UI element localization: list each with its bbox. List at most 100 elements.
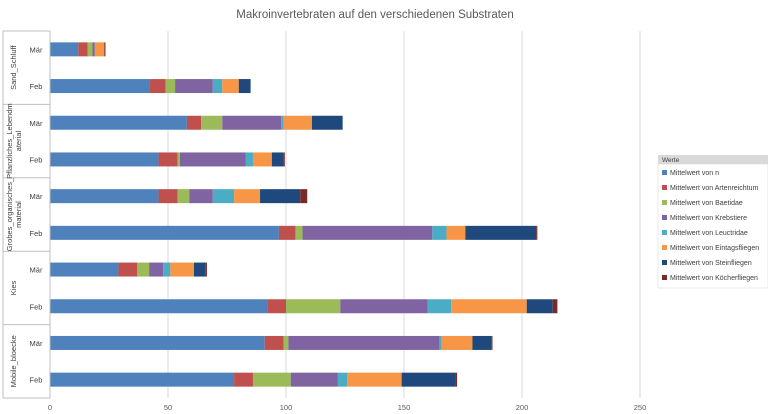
category-label: Feb — [30, 302, 43, 311]
bars — [50, 42, 558, 387]
bar-segment — [78, 42, 88, 57]
x-axis: 0 50 100 150 200 250 — [48, 403, 646, 412]
bar-segment — [94, 42, 105, 57]
bar-segment — [340, 299, 428, 314]
category-label: Mär — [30, 192, 43, 201]
legend-swatch — [662, 170, 667, 175]
bar-segment — [193, 262, 206, 277]
bar-segment — [222, 79, 239, 94]
bar-segment — [245, 152, 253, 167]
bar-segment — [189, 189, 213, 204]
legend-entry: Mittelwert von Eintagsfliegen — [670, 245, 759, 252]
bar-segment — [50, 299, 268, 314]
bar-segment — [175, 79, 213, 94]
bar-segment — [491, 335, 493, 350]
bar-segment — [439, 335, 442, 350]
bar-segment — [177, 152, 180, 167]
category-label: Feb — [30, 229, 43, 238]
legend-swatch — [662, 275, 667, 280]
bar-segment — [283, 335, 289, 350]
bar-segment — [446, 225, 466, 240]
bar-segment — [212, 79, 223, 94]
bar-segment — [234, 189, 261, 204]
bar-segment — [50, 225, 279, 240]
legend-entry: Mittelwert von Krebstiere — [670, 215, 747, 222]
bar-segment — [50, 335, 265, 350]
legend-entry: Mittelwert von Köcherfliegen — [670, 275, 758, 282]
bar-segment — [50, 152, 159, 167]
bar-segment — [288, 335, 440, 350]
category-label: Mär — [30, 119, 43, 128]
legend-entry: Mittelwert von n — [670, 170, 719, 177]
bar-segment — [222, 115, 282, 130]
legend-swatch — [662, 260, 667, 265]
bar-segment — [158, 189, 178, 204]
x-tick-label: 250 — [634, 403, 647, 412]
legend-swatch — [662, 245, 667, 250]
group-label: Mobile_bloecke — [9, 335, 18, 387]
bar-segment — [92, 42, 95, 57]
bar-segment — [552, 299, 558, 314]
bar-segment — [278, 225, 296, 240]
bar-segment — [50, 42, 79, 57]
bar-segment — [238, 79, 251, 94]
bar-segment — [472, 335, 492, 350]
bar-segment — [50, 372, 235, 387]
bar-segment — [158, 152, 178, 167]
x-tick-label: 200 — [516, 403, 529, 412]
category-label: Feb — [30, 376, 43, 385]
x-tick-label: 0 — [48, 403, 52, 412]
y-axis: Mär Feb Mär Feb Mär Feb Mär Feb Mär Feb Sand_Schlu… — [2, 30, 51, 399]
legend-swatch — [662, 215, 667, 220]
chart-title: Makroinvertebraten auf den verschiedenen… — [236, 9, 513, 21]
bar-segment — [87, 42, 93, 57]
bar-segment — [295, 225, 303, 240]
bar-segment — [149, 79, 166, 94]
bar-segment — [177, 189, 190, 204]
x-tick-label: 100 — [280, 403, 293, 412]
bar-segment — [465, 225, 537, 240]
bar-segment — [283, 115, 312, 130]
category-label: Feb — [30, 82, 43, 91]
legend: Werte Mittelwert von n Mittelwert von Art… — [657, 155, 768, 289]
bar-segment — [104, 42, 106, 57]
bar-segment — [201, 115, 223, 130]
legend-box — [657, 163, 768, 289]
bar-segment — [205, 262, 207, 277]
bar-segment — [264, 335, 284, 350]
legend-header — [658, 155, 768, 164]
category-label: Mär — [30, 266, 43, 275]
bar-segment — [50, 262, 119, 277]
bar-segment — [286, 299, 341, 314]
bar-segment — [337, 372, 348, 387]
x-tick-label: 150 — [398, 403, 411, 412]
category-label: Mär — [30, 339, 43, 348]
bar-segment — [118, 262, 138, 277]
bar-segment — [50, 79, 150, 94]
bar-segment — [50, 115, 187, 130]
legend-swatch — [662, 230, 667, 235]
bar-segment — [441, 335, 473, 350]
legend-entry: Mittelwert von Baetidae — [670, 200, 743, 207]
legend-swatch — [662, 185, 667, 190]
bar-segment — [267, 299, 286, 314]
bar-segment — [165, 79, 176, 94]
bar-segment — [451, 299, 527, 314]
legend-entry: Mittelwert von Leuctridae — [670, 230, 748, 237]
bar-segment — [252, 152, 272, 167]
bar-segment — [302, 225, 433, 240]
bar-segment — [163, 262, 171, 277]
bar-segment — [300, 189, 308, 204]
category-label: Feb — [30, 155, 43, 164]
bar-segment — [179, 152, 246, 167]
bar-segment — [149, 262, 164, 277]
bar-segment — [170, 262, 194, 277]
bar-segment — [283, 152, 285, 167]
legend-title: Werte — [662, 157, 680, 164]
bar-segment — [50, 189, 159, 204]
bar-segment — [347, 372, 402, 387]
legend-entry: Mittelwert von Artenreichtum — [670, 185, 758, 192]
bar-segment — [290, 372, 338, 387]
group-label: Sand_Schluff — [9, 45, 18, 90]
bar-segment — [234, 372, 253, 387]
